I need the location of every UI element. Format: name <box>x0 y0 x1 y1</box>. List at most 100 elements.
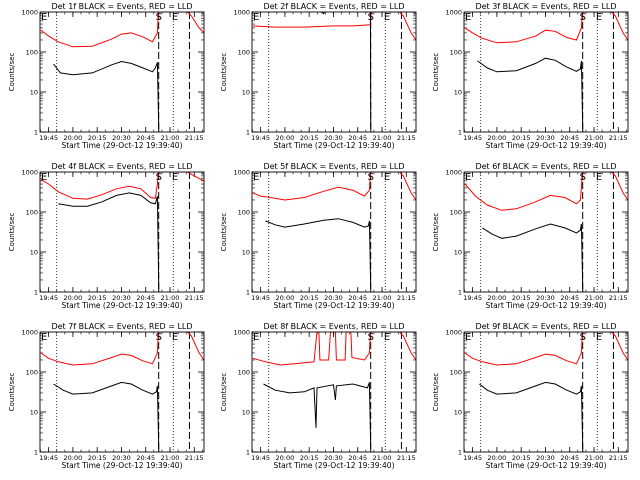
y-tick-label: 1 <box>458 449 462 457</box>
marker-s-label: S <box>156 172 162 183</box>
x-axis-label: Start Time (29-Oct-12 19:39:40) <box>485 141 606 150</box>
marker-e-label-left: E <box>253 12 259 23</box>
x-tick-label: 20:15 <box>88 454 107 462</box>
marker-e-label: E <box>384 172 390 183</box>
y-tick-label: 1 <box>34 289 38 297</box>
x-axis-label: Start Time (29-Oct-12 19:39:40) <box>273 461 394 470</box>
lld-series-line <box>464 172 628 211</box>
x-tick-label: 20:15 <box>300 454 319 462</box>
x-tick-label: 19:45 <box>39 134 58 142</box>
x-tick-label: 20:00 <box>276 294 295 302</box>
x-tick-label: 20:30 <box>536 134 555 142</box>
y-tick-label: 100 <box>26 369 38 377</box>
panel-3: Det 3f BLACK = Events, RED = LLD 1 10 100 10… <box>432 2 629 150</box>
panel-8: Det 8f BLACK = Events, RED = LLD 1 10 100 10… <box>220 322 417 470</box>
x-tick-label: 20:45 <box>560 294 579 302</box>
lld-series-line <box>252 172 416 201</box>
x-tick-label: 21:15 <box>609 134 628 142</box>
x-tick-label: 20:00 <box>276 454 295 462</box>
marker-s-label: S <box>368 332 374 343</box>
marker-s-label: S <box>580 172 586 183</box>
events-series-line <box>53 60 160 132</box>
x-tick-label: 20:00 <box>276 134 295 142</box>
x-tick-label: 20:45 <box>136 134 155 142</box>
y-axis-label: Counts/sec <box>220 213 228 252</box>
panel-2: Det 2f BLACK = Events, RED = LLD 1 10 100 10… <box>220 2 417 150</box>
x-tick-label: 21:00 <box>585 454 604 462</box>
x-axis-label: Start Time (29-Oct-12 19:39:40) <box>273 301 394 310</box>
y-tick-label: 10 <box>242 409 250 417</box>
x-tick-label: 20:00 <box>64 134 83 142</box>
y-axis-label: Counts/sec <box>432 213 440 252</box>
panel-frame <box>251 331 417 453</box>
x-tick-label: 21:15 <box>185 294 204 302</box>
x-tick-label: 21:15 <box>185 454 204 462</box>
marker-e-label-left: E <box>41 12 47 23</box>
marker-e-label-left: E <box>465 332 471 343</box>
x-tick-label: 21:00 <box>373 454 392 462</box>
x-tick-label: 20:30 <box>324 134 343 142</box>
x-tick-label: 20:30 <box>536 294 555 302</box>
y-axis-label: Counts/sec <box>432 373 440 412</box>
y-tick-label: 100 <box>26 49 38 57</box>
x-tick-label: 20:00 <box>488 294 507 302</box>
marker-e-label: E <box>384 12 390 23</box>
panel-data <box>464 172 628 292</box>
lld-series-line <box>40 12 204 48</box>
marker-e-label-left: E <box>41 172 47 183</box>
y-tick-label: 1000 <box>445 329 462 337</box>
x-tick-label: 20:45 <box>348 294 367 302</box>
panel-data <box>40 172 204 292</box>
y-tick-label: 10 <box>30 409 38 417</box>
y-tick-label: 1 <box>458 129 462 137</box>
x-axis-label: Start Time (29-Oct-12 19:39:40) <box>61 141 182 150</box>
marker-s-label: S <box>368 12 374 23</box>
y-axis-label: Counts/sec <box>8 373 16 412</box>
x-tick-label: 20:45 <box>348 454 367 462</box>
events-series-line <box>482 223 584 292</box>
y-tick-label: 100 <box>450 369 462 377</box>
x-tick-label: 21:00 <box>585 134 604 142</box>
x-tick-label: 21:00 <box>161 454 180 462</box>
panel-frame <box>463 331 629 453</box>
y-axis-label: Counts/sec <box>8 213 16 252</box>
panel-frame <box>463 171 629 293</box>
marker-e-label: E <box>172 172 178 183</box>
x-tick-label: 20:30 <box>112 454 131 462</box>
x-tick-label: 19:45 <box>39 454 58 462</box>
y-tick-label: 1000 <box>233 169 250 177</box>
y-tick-label: 1 <box>246 449 250 457</box>
marker-e-label: E <box>596 172 602 183</box>
marker-e-label-left: E <box>465 172 471 183</box>
y-tick-label: 100 <box>238 49 250 57</box>
panel-title: Det 8f BLACK = Events, RED = LLD <box>263 322 404 331</box>
panel-frame <box>463 11 629 133</box>
panel-frame <box>251 171 417 293</box>
y-tick-label: 1000 <box>233 329 250 337</box>
y-tick-label: 100 <box>450 49 462 57</box>
marker-s-label: S <box>368 172 374 183</box>
panel-frame <box>39 171 205 293</box>
x-tick-label: 20:45 <box>560 454 579 462</box>
events-series-line <box>58 192 160 292</box>
x-axis-label: Start Time (29-Oct-12 19:39:40) <box>61 461 182 470</box>
marker-s-label: S <box>156 12 162 23</box>
panel-7: Det 7f BLACK = Events, RED = LLD 1 10 100 10… <box>8 322 205 470</box>
marker-e-label: E <box>596 12 602 23</box>
x-tick-label: 20:45 <box>560 134 579 142</box>
x-tick-label: 19:45 <box>251 294 270 302</box>
y-tick-label: 1000 <box>21 169 38 177</box>
events-series-line <box>265 218 372 292</box>
y-tick-label: 100 <box>238 209 250 217</box>
x-tick-label: 19:45 <box>463 134 482 142</box>
x-tick-label: 21:00 <box>585 294 604 302</box>
panel-data <box>40 332 204 452</box>
x-axis-label: Start Time (29-Oct-12 19:39:40) <box>485 461 606 470</box>
x-tick-label: 20:45 <box>136 454 155 462</box>
panel-9: Det 9f BLACK = Events, RED = LLD 1 10 100 10… <box>432 322 629 470</box>
x-tick-label: 19:45 <box>251 134 270 142</box>
events-series-line <box>477 57 584 132</box>
x-tick-label: 20:30 <box>112 294 131 302</box>
x-axis-label: Start Time (29-Oct-12 19:39:40) <box>485 301 606 310</box>
panel-data <box>252 332 416 452</box>
